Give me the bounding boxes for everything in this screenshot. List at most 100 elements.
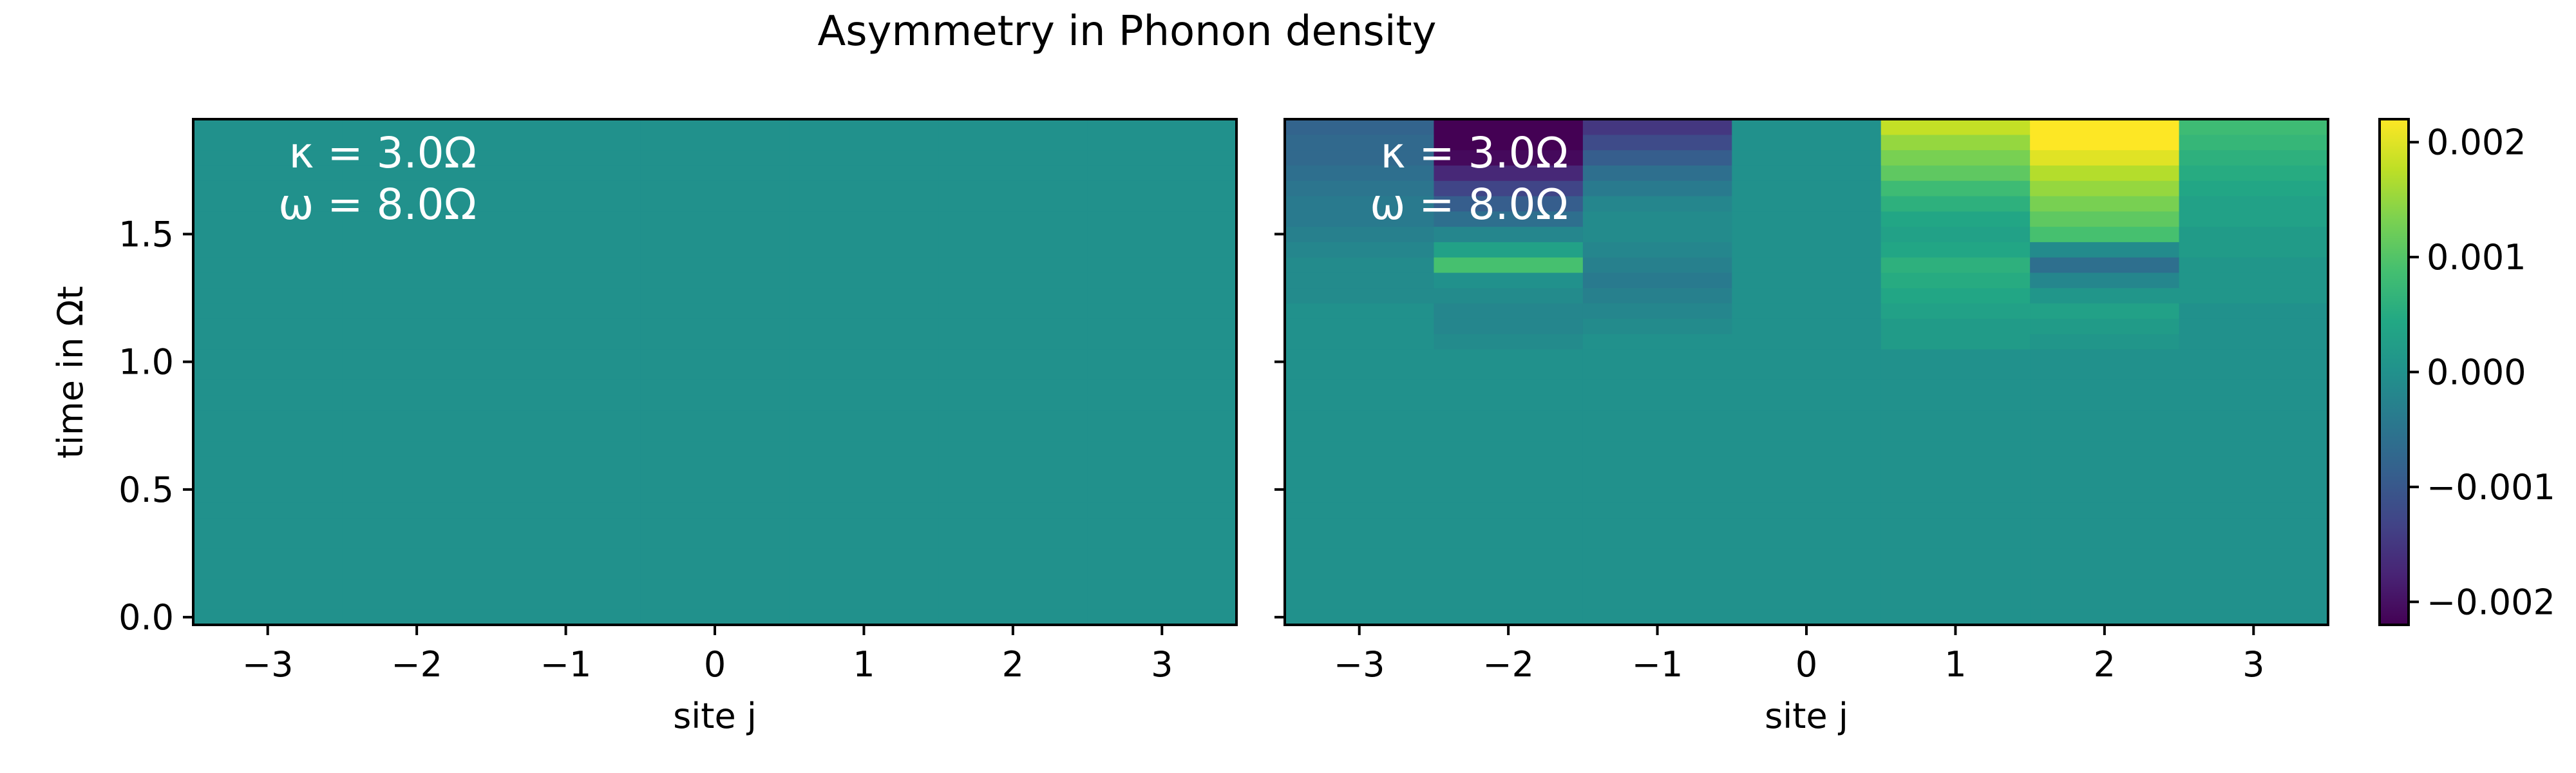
heatmap-cell: [938, 272, 1088, 289]
heatmap-cell: [640, 364, 790, 380]
heatmap-cell: [342, 318, 492, 334]
heatmap-cell: [1732, 609, 1882, 625]
heatmap-cell: [789, 303, 939, 319]
heatmap-cell: [1087, 287, 1237, 304]
heatmap-cell: [1880, 548, 2031, 564]
heatmap-cell: [193, 134, 343, 151]
heatmap-cell: [342, 226, 492, 242]
heatmap-cell: [938, 195, 1088, 212]
heatmap-cell: [491, 272, 641, 289]
heatmap-cell: [1434, 348, 1584, 365]
heatmap-cell: [1582, 533, 1732, 549]
heatmap-cell: [938, 502, 1088, 519]
heatmap-cell: [1434, 226, 1584, 242]
annotation-omega-left: ω = 8.0Ω: [278, 180, 477, 229]
heatmap-cell: [1880, 578, 2031, 595]
heatmap-cell: [789, 517, 939, 533]
heatmap-cell: [491, 563, 641, 580]
heatmap-cell: [1880, 211, 2031, 227]
heatmap-cell: [2179, 180, 2329, 196]
heatmap-cell: [1582, 303, 1732, 319]
heatmap-cell: [491, 548, 641, 564]
heatmap-cell: [1087, 334, 1237, 350]
heatmap-cell: [2179, 334, 2329, 350]
heatmap-cell: [342, 334, 492, 350]
heatmap-cell: [1582, 441, 1732, 457]
heatmap-cell: [789, 533, 939, 549]
heatmap-cell: [1434, 257, 1584, 273]
heatmap-cell: [789, 134, 939, 151]
heatmap-cell: [491, 149, 641, 166]
heatmap-cell: [1087, 165, 1237, 181]
heatmap-cell: [1087, 226, 1237, 242]
heatmap-cell: [2179, 548, 2329, 564]
heatmap-cell: [1732, 119, 1882, 135]
heatmap-cell: [1434, 364, 1584, 380]
heatmap-cell: [2179, 348, 2329, 365]
heatmap-cell: [1434, 180, 1584, 196]
heatmap-cell: [1880, 502, 2031, 519]
y-tick-label: 1.5: [118, 214, 174, 254]
heatmap-cell: [1582, 318, 1732, 334]
heatmap-cell: [1087, 242, 1237, 258]
heatmap-cell: [1880, 180, 2031, 196]
heatmap-cell: [1880, 364, 2031, 380]
heatmap-cell: [2030, 456, 2180, 472]
heatmap-cell: [1285, 119, 1435, 135]
heatmap-cell: [640, 257, 790, 273]
heatmap-cell: [2179, 395, 2329, 411]
heatmap-cell: [1434, 472, 1584, 488]
heatmap-cell: [342, 425, 492, 442]
y-ticks-left: 0.0 0.5 1.0 1.5: [118, 214, 193, 638]
heatmap-cell: [1434, 211, 1584, 227]
heatmap-cell: [2179, 119, 2329, 135]
heatmap-cell: [789, 486, 939, 503]
heatmap-cell: [2030, 318, 2180, 334]
heatmap-cell: [1582, 195, 1732, 212]
heatmap-cell: [640, 211, 790, 227]
heatmap-cell: [789, 195, 939, 212]
heatmap-cell: [640, 195, 790, 212]
heatmap-cell: [938, 364, 1088, 380]
heatmap-cell: [640, 594, 790, 610]
x-tick-label: −3: [1334, 644, 1385, 685]
heatmap-cell: [2179, 211, 2329, 227]
heatmap-cell: [1285, 379, 1435, 396]
heatmap-cell: [342, 578, 492, 595]
heatmap-cell: [491, 287, 641, 304]
heatmap-cell: [1434, 425, 1584, 442]
heatmap-cell: [193, 486, 343, 503]
heatmap-cell: [342, 441, 492, 457]
heatmap-cell: [1434, 272, 1584, 289]
heatmap-cell: [2179, 517, 2329, 533]
heatmap-cell: [491, 517, 641, 533]
heatmap-cell: [789, 257, 939, 273]
heatmap-cell: [2179, 486, 2329, 503]
heatmap-cell: [938, 425, 1088, 442]
heatmap-cell: [640, 502, 790, 519]
heatmap-cell: [193, 180, 343, 196]
heatmap-cell: [1582, 364, 1732, 380]
heatmap-cell: [193, 609, 343, 625]
heatmap-cell: [2179, 257, 2329, 273]
heatmap-cell: [1434, 334, 1584, 350]
heatmap-cell: [1732, 134, 1882, 151]
heatmap-cell: [1582, 578, 1732, 595]
heatmap-cell: [938, 287, 1088, 304]
heatmap-cell: [1285, 594, 1435, 610]
heatmap-cell: [640, 379, 790, 396]
heatmap-cell: [1880, 318, 2031, 334]
heatmap-cell: [2179, 456, 2329, 472]
heatmap-cell: [1582, 486, 1732, 503]
heatmap-cell: [2179, 364, 2329, 380]
heatmap-cell: [342, 348, 492, 365]
heatmap-cell: [1880, 395, 2031, 411]
x-tick-label: 1: [853, 644, 875, 685]
heatmap-cell: [1087, 578, 1237, 595]
heatmap-cell: [1087, 348, 1237, 365]
heatmap-cell: [1732, 303, 1882, 319]
x-tick-label: 0: [704, 644, 726, 685]
heatmap-cell: [938, 379, 1088, 396]
x-ticks-right: −3 −2 −1 0 1 2 3: [1334, 625, 2264, 685]
heatmap-cell: [193, 425, 343, 442]
